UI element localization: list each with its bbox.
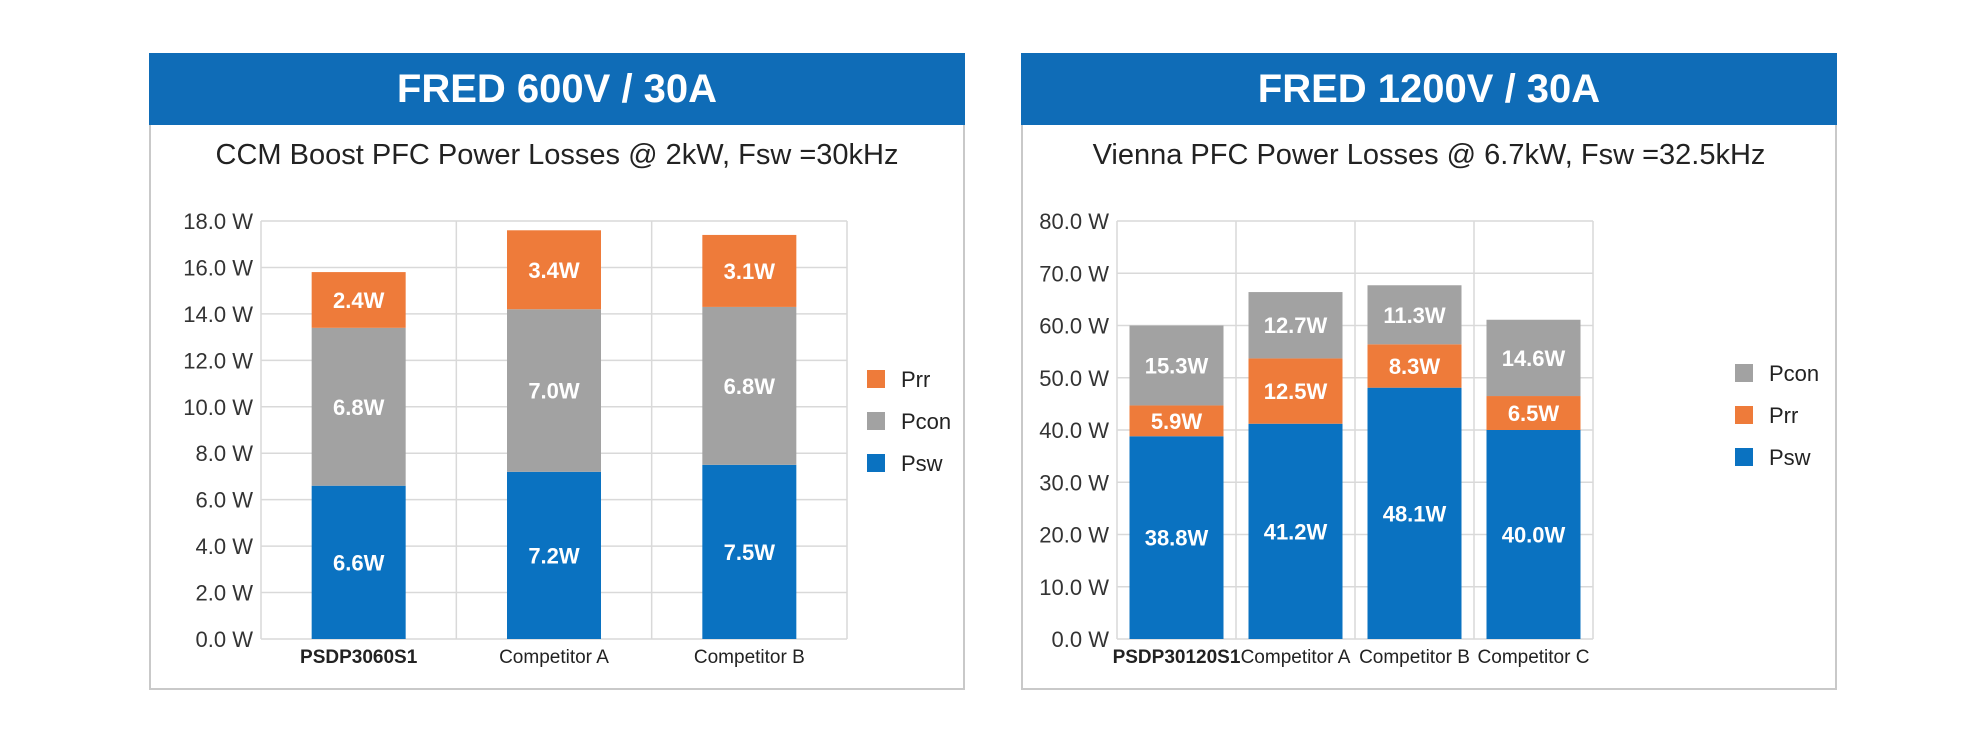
data-label: 15.3W	[1145, 353, 1209, 378]
data-label: 41.2W	[1264, 519, 1328, 544]
bar-segment-psw	[1129, 436, 1224, 639]
y-tick-label: 50.0 W	[1039, 366, 1109, 391]
chart-title: CCM Boost PFC Power Losses @ 2kW, Fsw =3…	[215, 139, 899, 171]
chart-title: Vienna PFC Power Losses @ 6.7kW, Fsw =32…	[1092, 139, 1766, 171]
y-tick-label: 14.0 W	[183, 302, 253, 327]
x-category-label: Competitor B	[694, 647, 805, 668]
bar-segment-pcon	[507, 309, 601, 472]
data-label: 38.8W	[1145, 526, 1209, 551]
bar-segment-psw	[1248, 423, 1343, 639]
y-tick-label: 70.0 W	[1039, 261, 1109, 286]
bar-segment-psw	[507, 471, 601, 639]
y-tick-label: 10.0 W	[1039, 575, 1109, 600]
panel-header: FRED 600V / 30A	[149, 53, 965, 125]
data-label: 7.5W	[724, 540, 776, 565]
bar-segment-psw	[702, 464, 797, 639]
y-tick-label: 0.0 W	[1052, 627, 1110, 652]
data-label: 5.9W	[1151, 409, 1203, 434]
data-label: 6.8W	[333, 395, 385, 420]
bar-segment-prr	[311, 272, 406, 328]
legend-swatch	[1735, 448, 1753, 466]
stacked-bar-chart: 0.0 W 10.0 W 20.0 W 30.0 W 40.0 W 50.0 W 60.0 …	[1039, 209, 1819, 668]
y-tick-label: 18.0 W	[183, 209, 253, 234]
bar-segment-psw	[311, 485, 406, 639]
data-label: 6.6W	[333, 550, 385, 575]
x-category-label: Competitor C	[1478, 647, 1590, 668]
legend-swatch	[867, 454, 885, 472]
bar-segment-prr	[1248, 358, 1343, 424]
data-label: 12.5W	[1264, 379, 1328, 404]
data-label: 12.7W	[1264, 313, 1328, 338]
y-tick-label: 8.0 W	[196, 441, 254, 466]
bar-segment-prr	[1129, 405, 1224, 437]
chart-panel-fred-1200v: FRED 1200V / 30A Vienna PFC Power Losses…	[1021, 53, 1837, 690]
bar-segment-psw	[1486, 430, 1581, 639]
y-tick-label: 60.0 W	[1039, 314, 1109, 339]
x-category-label: PSDP3060S1	[300, 647, 418, 668]
y-tick-label: 12.0 W	[183, 348, 253, 373]
legend-label: Psw	[1769, 445, 1811, 470]
legend-swatch	[1735, 406, 1753, 424]
bar-segment-pcon	[702, 306, 797, 465]
legend-swatch	[1735, 364, 1753, 382]
data-label: 14.6W	[1502, 346, 1566, 371]
data-label: 7.2W	[528, 543, 580, 568]
bar-segment-pcon	[1486, 319, 1581, 397]
bar-segment-prr	[1367, 344, 1462, 388]
data-label: 40.0W	[1502, 523, 1566, 548]
x-category-label: Competitor A	[499, 647, 609, 668]
legend-swatch	[867, 412, 885, 430]
data-label: 3.1W	[724, 259, 776, 284]
data-label: 8.3W	[1389, 354, 1441, 379]
y-tick-label: 30.0 W	[1039, 470, 1109, 495]
bar-segment-prr	[1486, 396, 1581, 430]
bar-segment-pcon	[311, 327, 406, 486]
panel-header: FRED 1200V / 30A	[1021, 53, 1837, 125]
legend-label: Pcon	[901, 409, 951, 434]
y-tick-label: 20.0 W	[1039, 523, 1109, 548]
data-label: 2.4W	[333, 288, 385, 313]
legend-label: Prr	[1769, 403, 1798, 428]
legend-label: Prr	[901, 367, 930, 392]
data-label: 6.5W	[1508, 401, 1560, 426]
bar-segment-pcon	[1129, 325, 1224, 406]
y-tick-label: 40.0 W	[1039, 418, 1109, 443]
bar-segment-prr	[702, 234, 797, 307]
y-tick-label: 80.0 W	[1039, 209, 1109, 234]
y-tick-label: 2.0 W	[196, 581, 254, 606]
x-category-label: Competitor B	[1359, 647, 1470, 668]
bar-segment-pcon	[1248, 292, 1343, 359]
y-tick-label: 10.0 W	[183, 395, 253, 420]
legend-swatch	[867, 370, 885, 388]
bar-segment-pcon	[1367, 285, 1462, 345]
y-tick-label: 16.0 W	[183, 255, 253, 280]
y-tick-label: 6.0 W	[196, 488, 254, 513]
x-category-label: Competitor A	[1241, 647, 1351, 668]
data-label: 3.4W	[528, 258, 580, 283]
chart-panel-fred-600v: FRED 600V / 30A CCM Boost PFC Power Loss…	[149, 53, 965, 690]
bar-segment-psw	[1367, 387, 1462, 639]
y-tick-label: 4.0 W	[196, 534, 254, 559]
legend-label: Pcon	[1769, 361, 1819, 386]
data-label: 6.8W	[724, 374, 776, 399]
stacked-bar-chart: 0.0 W 2.0 W 4.0 W 6.0 W 8.0 W 10.0 W 12.0 W 14.…	[183, 209, 951, 668]
bar-segment-prr	[507, 230, 601, 310]
data-label: 11.3W	[1383, 303, 1446, 328]
data-label: 7.0W	[528, 379, 580, 404]
y-tick-label: 0.0 W	[196, 627, 254, 652]
data-label: 48.1W	[1383, 501, 1447, 526]
x-category-label: PSDP30120S1	[1113, 647, 1241, 668]
legend-label: Psw	[901, 451, 943, 476]
